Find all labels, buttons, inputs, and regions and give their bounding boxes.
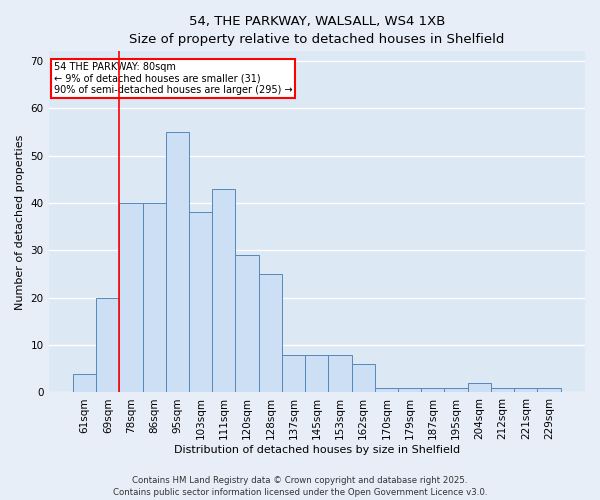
Bar	[328, 354, 352, 393]
Bar	[119, 203, 143, 392]
Bar	[421, 388, 445, 392]
Bar	[212, 188, 235, 392]
Bar	[73, 374, 96, 392]
Title: 54, THE PARKWAY, WALSALL, WS4 1XB
Size of property relative to detached houses i: 54, THE PARKWAY, WALSALL, WS4 1XB Size o…	[129, 15, 505, 46]
Bar	[166, 132, 189, 392]
Bar	[538, 388, 560, 392]
Bar	[445, 388, 468, 392]
X-axis label: Distribution of detached houses by size in Shelfield: Distribution of detached houses by size …	[174, 445, 460, 455]
Bar	[468, 383, 491, 392]
Bar	[259, 274, 282, 392]
Y-axis label: Number of detached properties: Number of detached properties	[15, 134, 25, 310]
Bar	[491, 388, 514, 392]
Bar	[514, 388, 538, 392]
Bar	[375, 388, 398, 392]
Bar	[398, 388, 421, 392]
Bar	[282, 354, 305, 393]
Bar	[235, 255, 259, 392]
Bar	[305, 354, 328, 393]
Text: Contains HM Land Registry data © Crown copyright and database right 2025.
Contai: Contains HM Land Registry data © Crown c…	[113, 476, 487, 497]
Bar	[96, 298, 119, 392]
Text: 54 THE PARKWAY: 80sqm
← 9% of detached houses are smaller (31)
90% of semi-detac: 54 THE PARKWAY: 80sqm ← 9% of detached h…	[54, 62, 293, 95]
Bar	[143, 203, 166, 392]
Bar	[352, 364, 375, 392]
Bar	[189, 212, 212, 392]
